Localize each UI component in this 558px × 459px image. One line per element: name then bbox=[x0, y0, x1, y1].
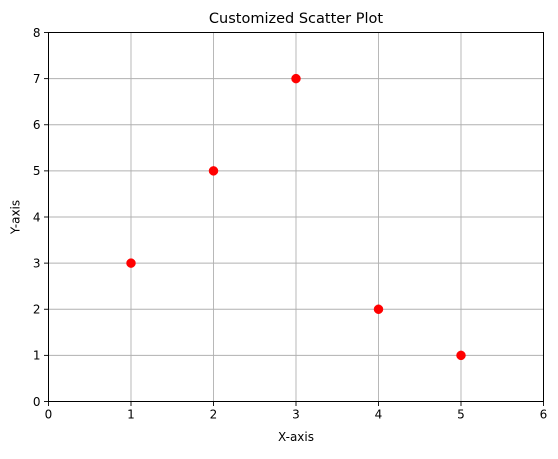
y-tick-label: 2 bbox=[33, 303, 41, 317]
scatter-point bbox=[126, 258, 136, 268]
scatter-points bbox=[126, 73, 466, 361]
axis-ticks: 0 1 2 3 4 5 6 0 1 2 3 4 5 6 7 8 bbox=[33, 26, 547, 422]
grid-lines bbox=[48, 32, 544, 402]
x-tick-label: 1 bbox=[127, 408, 135, 422]
x-tick-label: 0 bbox=[45, 408, 53, 422]
x-tick-label: 5 bbox=[457, 408, 465, 422]
x-axis-label: X-axis bbox=[278, 430, 314, 444]
scatter-point bbox=[456, 350, 466, 361]
y-tick-label: 6 bbox=[33, 118, 41, 132]
y-tick-label: 4 bbox=[33, 210, 41, 224]
y-tick-label: 8 bbox=[33, 26, 41, 40]
scatter-point bbox=[373, 304, 384, 314]
scatter-point bbox=[208, 166, 219, 176]
y-tick-label: 3 bbox=[33, 256, 41, 270]
x-tick-label: 6 bbox=[540, 408, 548, 422]
x-tick-label: 4 bbox=[375, 408, 383, 422]
y-tick-label: 1 bbox=[33, 349, 41, 363]
y-axis-label: Y-axis bbox=[9, 200, 23, 235]
y-tick-label: 5 bbox=[33, 164, 41, 178]
chart-title: Customized Scatter Plot bbox=[209, 11, 383, 27]
x-tick-label: 3 bbox=[292, 408, 300, 422]
x-tick-label: 2 bbox=[210, 408, 218, 422]
scatter-point bbox=[291, 73, 301, 84]
y-tick-label: 0 bbox=[33, 395, 41, 409]
y-tick-label: 7 bbox=[33, 72, 41, 86]
